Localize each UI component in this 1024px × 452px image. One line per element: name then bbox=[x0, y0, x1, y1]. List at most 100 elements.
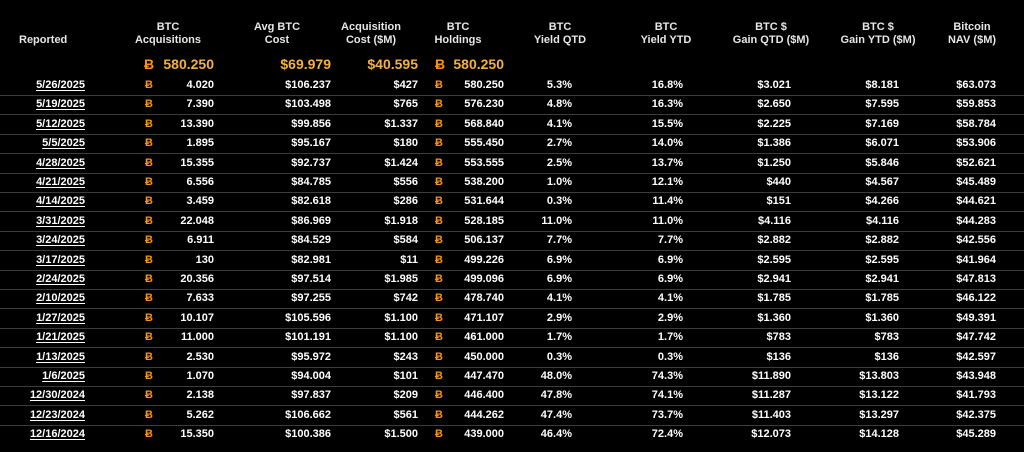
table-row: 1/6/2025 Ƀ 1.070 $94.004 $101 Ƀ 447.470 48.0% 74… bbox=[0, 367, 1024, 387]
bitcoin-nav: $53.906 bbox=[956, 137, 996, 150]
btc-holdings: 528.185 bbox=[464, 214, 504, 227]
reported-date-link[interactable]: 5/26/2025 bbox=[36, 79, 85, 91]
btc-holdings: 531.644 bbox=[464, 195, 504, 208]
btc-acquisitions: 20.356 bbox=[180, 273, 214, 285]
bitcoin-icon: Ƀ bbox=[435, 292, 443, 305]
avg-btc-cost: $97.514 bbox=[291, 273, 331, 285]
avg-btc-cost: $99.856 bbox=[291, 117, 331, 130]
table-row: 12/16/2024 Ƀ 15.350 $100.386 $1.500 Ƀ 439.000 4… bbox=[0, 425, 1024, 444]
acquisition-cost: $742 bbox=[393, 292, 418, 305]
acquisition-cost: $561 bbox=[393, 408, 418, 421]
reported-date-link[interactable]: 4/14/2025 bbox=[36, 195, 85, 208]
reported-date-link[interactable]: 1/21/2025 bbox=[36, 331, 85, 344]
btc-yield-qtd: 11.0% bbox=[541, 214, 572, 227]
bitcoin-icon: Ƀ bbox=[435, 408, 443, 421]
btc-acquisitions: 2.138 bbox=[186, 389, 214, 402]
acquisition-cost: $584 bbox=[393, 234, 418, 247]
btc-gain-qtd: $4.116 bbox=[757, 214, 791, 227]
btc-yield-qtd: 7.7% bbox=[546, 234, 572, 247]
btc-yield-qtd: 4.1% bbox=[546, 117, 572, 130]
bitcoin-icon: Ƀ bbox=[435, 370, 443, 382]
btc-yield-qtd: 1.7% bbox=[546, 331, 572, 344]
reported-date-link[interactable]: 4/28/2025 bbox=[36, 156, 85, 169]
btc-holdings: 568.840 bbox=[464, 117, 504, 130]
btc-holdings: 576.230 bbox=[464, 98, 504, 111]
header-gain-qtd: BTC $ Gain QTD ($M) bbox=[732, 21, 810, 46]
reported-date-link[interactable]: 5/19/2025 bbox=[36, 98, 85, 111]
btc-yield-qtd: 2.5% bbox=[546, 156, 572, 169]
avg-btc-cost: $92.737 bbox=[291, 156, 331, 169]
bitcoin-icon: Ƀ bbox=[145, 350, 153, 363]
bitcoin-nav: $43.948 bbox=[956, 370, 996, 382]
avg-btc-cost: $95.167 bbox=[291, 137, 331, 150]
btc-gain-ytd: $7.169 bbox=[865, 117, 899, 130]
avg-btc-cost: $105.596 bbox=[285, 311, 331, 324]
reported-date-link[interactable]: 3/24/2025 bbox=[36, 234, 85, 247]
table-row: 4/14/2025 Ƀ 3.459 $82.618 $286 Ƀ 531.644 0.3% 11… bbox=[0, 192, 1024, 213]
avg-btc-cost: $106.237 bbox=[285, 79, 331, 91]
avg-btc-cost: $94.004 bbox=[291, 370, 331, 382]
reported-date-link[interactable]: 1/6/2025 bbox=[42, 370, 85, 382]
btc-yield-ytd: 7.7% bbox=[657, 234, 683, 247]
bitcoin-icon: Ƀ bbox=[435, 56, 446, 72]
btc-gain-ytd: $4.116 bbox=[865, 214, 899, 227]
btc-yield-ytd: 72.4% bbox=[651, 428, 683, 441]
btc-yield-ytd: 12.1% bbox=[651, 176, 683, 188]
bitcoin-icon: Ƀ bbox=[145, 273, 153, 285]
reported-date-link[interactable]: 5/5/2025 bbox=[42, 137, 85, 150]
btc-yield-qtd: 4.8% bbox=[546, 98, 572, 111]
btc-gain-qtd: $2.225 bbox=[757, 117, 791, 130]
bitcoin-icon: Ƀ bbox=[145, 176, 153, 188]
btc-acquisitions: 13.390 bbox=[180, 117, 214, 130]
bitcoin-icon: Ƀ bbox=[435, 389, 443, 402]
btc-yield-ytd: 11.4% bbox=[652, 195, 683, 208]
acquisition-cost: $1.918 bbox=[384, 214, 418, 227]
btc-acquisitions: 6.556 bbox=[186, 176, 214, 188]
reported-date-link[interactable]: 12/16/2024 bbox=[29, 428, 85, 441]
reported-date-link[interactable]: 5/12/2025 bbox=[36, 117, 85, 130]
btc-yield-qtd: 48.0% bbox=[540, 370, 572, 382]
bitcoin-icon: Ƀ bbox=[145, 292, 153, 305]
avg-btc-cost: $97.837 bbox=[291, 389, 331, 402]
btc-yield-ytd: 6.9% bbox=[657, 253, 683, 266]
bitcoin-icon: Ƀ bbox=[435, 331, 443, 344]
bitcoin-icon: Ƀ bbox=[145, 98, 153, 111]
reported-date-link[interactable]: 12/30/2024 bbox=[29, 389, 85, 402]
btc-holdings: 446.400 bbox=[464, 389, 504, 402]
btc-yield-ytd: 16.8% bbox=[651, 79, 683, 91]
btc-holdings: 478.740 bbox=[464, 292, 504, 305]
reported-date-link[interactable]: 12/23/2024 bbox=[29, 408, 85, 421]
total-acquisition-cost: $40.595 bbox=[367, 56, 418, 72]
btc-gain-ytd: $2.882 bbox=[865, 234, 899, 247]
bitcoin-nav: $42.375 bbox=[956, 408, 996, 421]
btc-gain-qtd: $136 bbox=[766, 350, 791, 363]
reported-date-link[interactable]: 4/21/2025 bbox=[36, 176, 85, 188]
reported-date-link[interactable]: 3/17/2025 bbox=[36, 253, 85, 266]
totals-row: Ƀ 580.250 $69.979 $40.595 Ƀ 580.250 bbox=[0, 53, 1024, 75]
bitcoin-nav: $41.793 bbox=[956, 389, 996, 402]
bitcoin-nav: $45.489 bbox=[956, 176, 996, 188]
table-row: 5/12/2025 Ƀ 13.390 $99.856 $1.337 Ƀ 568.840 4.1… bbox=[0, 115, 1024, 135]
btc-gain-ytd: $13.122 bbox=[859, 389, 899, 402]
reported-date-link[interactable]: 2/10/2025 bbox=[36, 292, 85, 305]
reported-date-link[interactable]: 1/27/2025 bbox=[36, 311, 85, 324]
btc-yield-ytd: 16.3% bbox=[651, 98, 683, 111]
bitcoin-nav: $46.122 bbox=[956, 292, 996, 305]
reported-date-link[interactable]: 3/31/2025 bbox=[36, 214, 85, 227]
btc-yield-ytd: 73.7% bbox=[651, 408, 683, 421]
table-row: 1/27/2025 Ƀ 10.107 $105.596 $1.100 Ƀ 471.107 2.… bbox=[0, 309, 1024, 329]
bitcoin-nav: $59.853 bbox=[956, 98, 996, 111]
header-avg-cost: Avg BTC Cost bbox=[253, 21, 301, 46]
reported-date-link[interactable]: 1/13/2025 bbox=[36, 350, 85, 363]
table-row: 1/21/2025 Ƀ 11.000 $101.191 $1.100 Ƀ 461.000 1.… bbox=[0, 328, 1024, 349]
reported-date-link[interactable]: 2/24/2025 bbox=[36, 273, 85, 285]
bitcoin-icon: Ƀ bbox=[145, 214, 153, 227]
btc-gain-ytd: $2.595 bbox=[865, 253, 899, 266]
table-row: 3/17/2025 Ƀ 130 $82.981 $11 Ƀ 499.226 6.9% 6.9% $… bbox=[0, 251, 1024, 271]
acquisition-cost: $1.100 bbox=[384, 331, 418, 344]
btc-yield-qtd: 2.7% bbox=[546, 137, 572, 150]
header-yield-ytd: BTC Yield YTD bbox=[640, 21, 692, 46]
header-reported: Reported bbox=[19, 34, 68, 46]
acquisition-cost: $1.100 bbox=[384, 311, 418, 324]
bitcoin-icon: Ƀ bbox=[435, 156, 443, 169]
